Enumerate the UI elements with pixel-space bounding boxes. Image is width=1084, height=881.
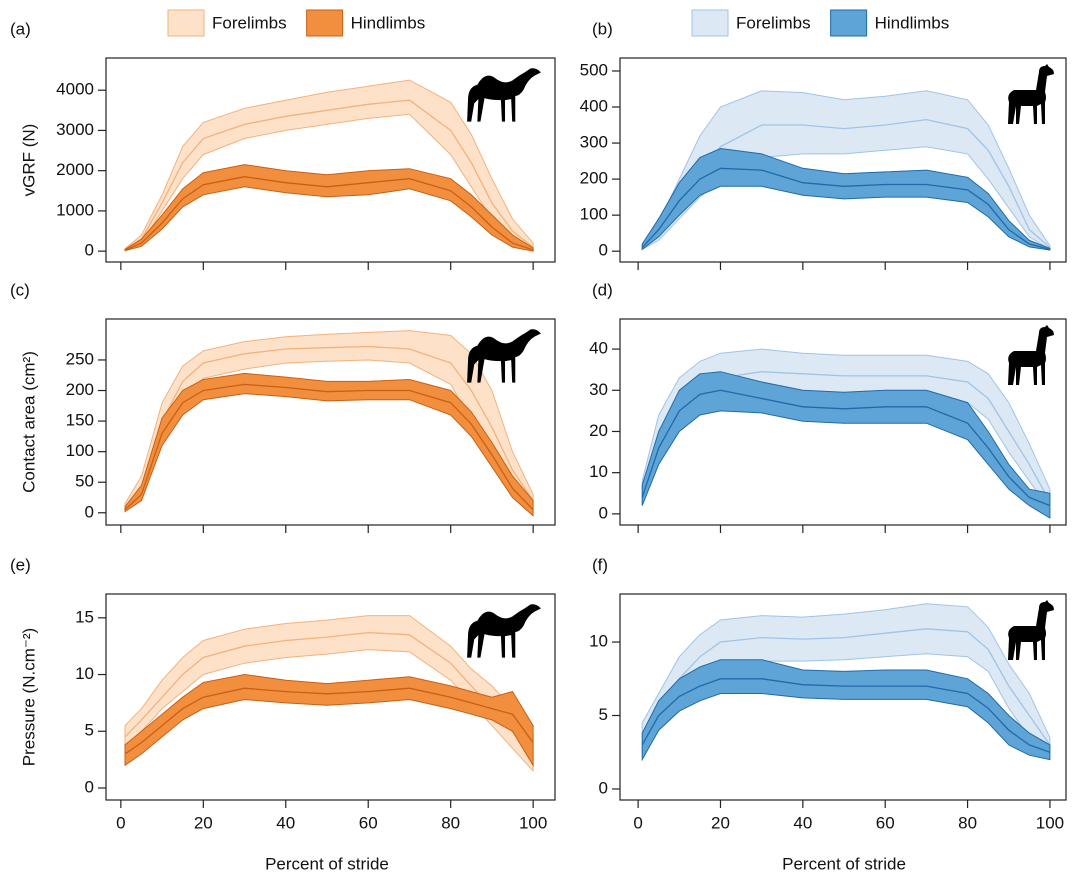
y-tick-label: 10	[75, 664, 94, 683]
y-tick-label: 0	[85, 241, 94, 260]
plot-area	[642, 349, 1050, 518]
x-tick-label: 40	[276, 813, 295, 832]
y-tick-label: 100	[580, 205, 608, 224]
y-tick-label: 5	[85, 721, 94, 740]
y-tick-label: 50	[75, 472, 94, 491]
plot-area	[642, 91, 1050, 250]
y-tick-label: 300	[580, 133, 608, 152]
y-tick-label: 0	[85, 502, 94, 521]
x-tick-label: 20	[711, 813, 730, 832]
y-tick-label: 1000	[56, 200, 94, 219]
animal-icon	[1008, 64, 1054, 124]
y-tick-label: 30	[589, 380, 608, 399]
animal-icon	[1008, 600, 1054, 660]
y-tick-label: 10	[589, 632, 608, 651]
panel-label: (d)	[592, 280, 613, 299]
y-tick-label: 10	[589, 462, 608, 481]
panel-label: (e)	[10, 555, 31, 574]
x-axis-label: Percent of stride	[265, 854, 389, 873]
animal-icon	[1008, 325, 1054, 385]
y-tick-label: 0	[599, 778, 608, 797]
y-tick-label: 250	[66, 349, 94, 368]
legend-swatch	[307, 10, 343, 36]
y-tick-label: 0	[599, 241, 608, 260]
y-tick-label: 100	[66, 441, 94, 460]
legend-label: Hindlimbs	[875, 13, 950, 32]
animal-icon	[467, 68, 541, 121]
x-tick-label: 20	[194, 813, 213, 832]
y-tick-label: 20	[589, 421, 608, 440]
legend-label: Forelimbs	[212, 13, 287, 32]
x-tick-label: 0	[633, 813, 642, 832]
x-tick-label: 60	[876, 813, 895, 832]
y-tick-label: 150	[66, 411, 94, 430]
x-tick-label: 0	[116, 813, 125, 832]
y-axis-label: Pressure (N.cm⁻²)	[19, 628, 38, 766]
y-tick-label: 40	[589, 339, 608, 358]
x-tick-label: 80	[441, 813, 460, 832]
y-tick-label: 3000	[56, 120, 94, 139]
plot-area	[642, 604, 1050, 760]
y-axis-label: Contact area (cm²)	[19, 351, 38, 493]
panel-label: (a)	[10, 19, 31, 38]
legend-label: Forelimbs	[736, 13, 811, 32]
y-tick-label: 0	[85, 777, 94, 796]
y-tick-label: 400	[580, 97, 608, 116]
panel-label: (f)	[592, 555, 608, 574]
panel-label: (c)	[10, 280, 30, 299]
legend-swatch	[168, 10, 204, 36]
x-tick-label: 80	[958, 813, 977, 832]
animal-icon	[467, 329, 541, 382]
y-tick-label: 15	[75, 607, 94, 626]
panel-label: (b)	[592, 19, 613, 38]
x-tick-label: 100	[519, 813, 547, 832]
x-tick-label: 60	[359, 813, 378, 832]
y-tick-label: 5	[599, 705, 608, 724]
legend-swatch	[692, 10, 728, 36]
y-axis-label: vGRF (N)	[19, 124, 38, 197]
figure: 01000200030004000(a)vGRF (N)010020030040…	[0, 0, 1084, 881]
legend-swatch	[831, 10, 867, 36]
y-tick-label: 500	[580, 60, 608, 79]
y-tick-label: 200	[66, 380, 94, 399]
y-tick-label: 2000	[56, 160, 94, 179]
animal-icon	[467, 604, 541, 657]
y-tick-label: 4000	[56, 80, 94, 99]
legend-label: Hindlimbs	[351, 13, 426, 32]
y-tick-label: 0	[599, 503, 608, 522]
x-tick-label: 40	[793, 813, 812, 832]
y-tick-label: 200	[580, 169, 608, 188]
x-axis-label: Percent of stride	[782, 854, 906, 873]
x-tick-label: 100	[1036, 813, 1064, 832]
